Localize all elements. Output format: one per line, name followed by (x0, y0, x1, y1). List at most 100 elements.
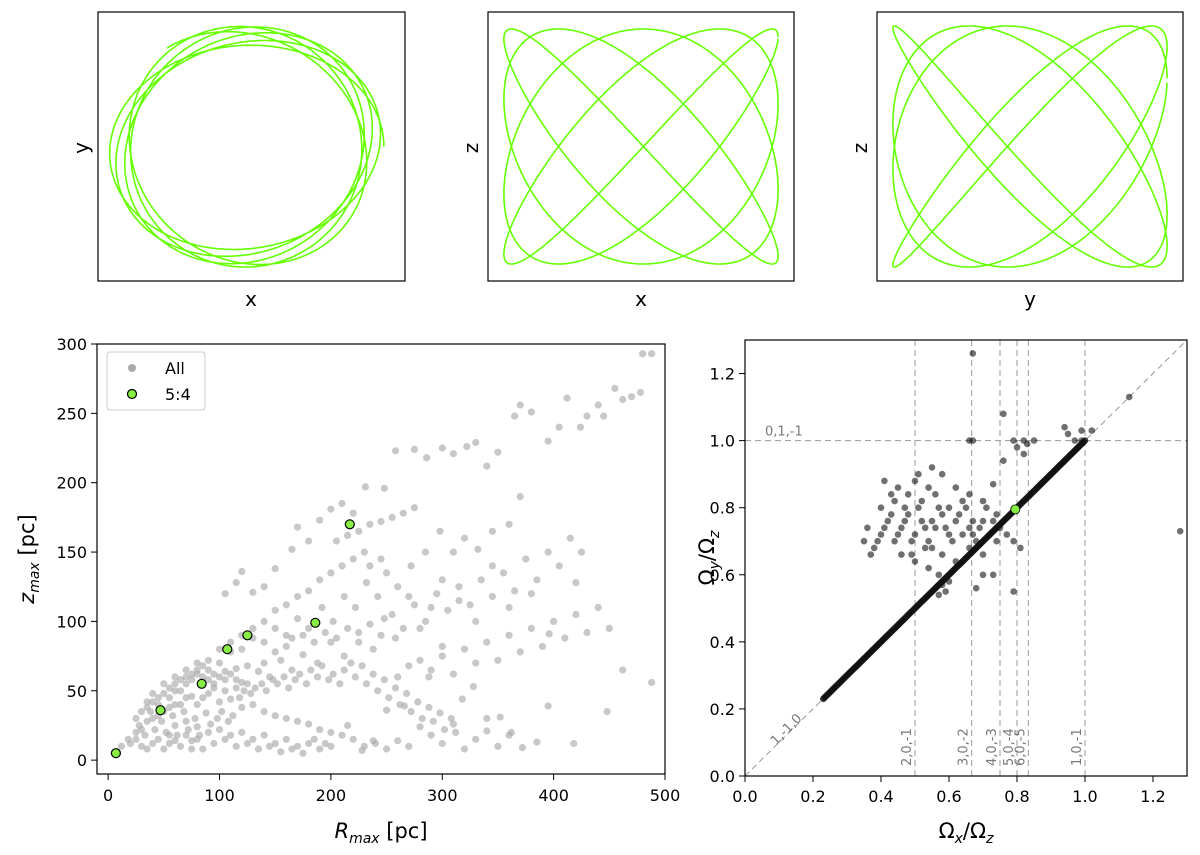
cluster-point (881, 477, 888, 485)
cluster-point (938, 511, 946, 518)
all-point (213, 714, 221, 723)
zmax-ylabel-sub: max (27, 561, 43, 592)
all-point (505, 731, 513, 739)
all-point (305, 739, 313, 748)
cluster-point (935, 591, 943, 599)
all-point (396, 701, 404, 709)
all-point (204, 689, 212, 698)
all-point (227, 670, 235, 678)
cluster-point (1078, 427, 1085, 434)
all-point (380, 676, 388, 684)
all-point (215, 659, 224, 667)
all-point (327, 742, 335, 750)
all-point (496, 713, 504, 721)
all-point (391, 447, 400, 455)
all-point (436, 709, 444, 717)
all-point (316, 745, 324, 753)
cluster-point (891, 497, 898, 505)
all-point (117, 742, 126, 750)
all-point (210, 670, 218, 678)
all-point (648, 350, 656, 358)
all-point (218, 708, 226, 716)
all-point (232, 676, 240, 684)
all-point (438, 576, 446, 584)
omega-xlabel: Ωx/Ωz (939, 819, 995, 847)
all-point (349, 509, 357, 517)
all-point (447, 714, 455, 723)
resonant-point (344, 519, 355, 530)
all-point (572, 610, 580, 619)
all-point (444, 606, 452, 614)
all-point (188, 737, 196, 745)
all-point (143, 745, 151, 753)
all-point (533, 738, 541, 746)
all-point (282, 642, 290, 651)
all-point (293, 615, 302, 623)
all-point (204, 728, 212, 737)
omega-ylabel-den: Ω (695, 538, 719, 554)
all-point (344, 531, 352, 540)
all-point (527, 590, 536, 598)
all-point (522, 555, 530, 563)
cluster-point (945, 531, 953, 538)
all-point (455, 597, 463, 605)
all-point (310, 638, 318, 646)
all-point (316, 516, 324, 524)
cluster-point (966, 524, 973, 532)
all-point (149, 689, 157, 698)
all-point (472, 735, 480, 743)
all-point (505, 603, 513, 612)
cluster-point (904, 491, 912, 498)
cluster-point (942, 524, 949, 532)
cluster-point (877, 531, 885, 538)
all-point (232, 579, 240, 587)
all-point (224, 717, 232, 725)
all-point (193, 666, 201, 674)
all-point (273, 680, 281, 688)
all-point (229, 712, 237, 720)
all-point (221, 735, 229, 743)
y-tick-label: 1.2 (710, 365, 735, 384)
all-point (383, 706, 391, 714)
cluster-point (1176, 527, 1184, 535)
all-point (362, 579, 371, 587)
cluster-point (1023, 440, 1031, 448)
all-point (176, 701, 185, 709)
all-point (149, 698, 157, 706)
all-point (460, 534, 469, 542)
all-point (158, 717, 166, 725)
all-point (199, 662, 207, 670)
cluster-point (864, 524, 871, 532)
all-point (165, 694, 173, 702)
x-tick-label: 0.8 (1004, 787, 1029, 806)
all-point (438, 642, 446, 651)
y-tick-label: 200 (56, 474, 87, 493)
all-point (137, 708, 146, 716)
cluster-point (935, 571, 943, 579)
cluster-point (962, 504, 970, 512)
resonant-point (222, 644, 233, 655)
vertical-reference-label: 6,0,-5 (1013, 728, 1028, 766)
reference-lines-group: 1,-1,00,1,-12,0,-1 3,0,-2 4,0,-3 5,0,-46,0,… (744, 339, 1188, 777)
cluster-point (983, 504, 990, 512)
all-point (137, 742, 146, 750)
cluster-point (1000, 410, 1007, 418)
cluster-point (949, 537, 956, 545)
all-point (527, 408, 536, 416)
all-point (488, 592, 496, 601)
all-point (628, 393, 636, 401)
all-point (151, 726, 159, 734)
cluster-point (928, 544, 936, 552)
all-point (380, 615, 388, 623)
y-tick-label: 0 (77, 751, 87, 770)
all-point (285, 684, 293, 692)
all-point (605, 624, 613, 633)
all-point (266, 742, 274, 750)
all-point (160, 745, 168, 753)
all-point (440, 726, 449, 734)
all-point (173, 731, 181, 739)
x-tick-label: 100 (204, 786, 235, 805)
all-point (280, 673, 288, 681)
all-point (391, 684, 400, 692)
x-tick-label: 500 (650, 786, 681, 805)
